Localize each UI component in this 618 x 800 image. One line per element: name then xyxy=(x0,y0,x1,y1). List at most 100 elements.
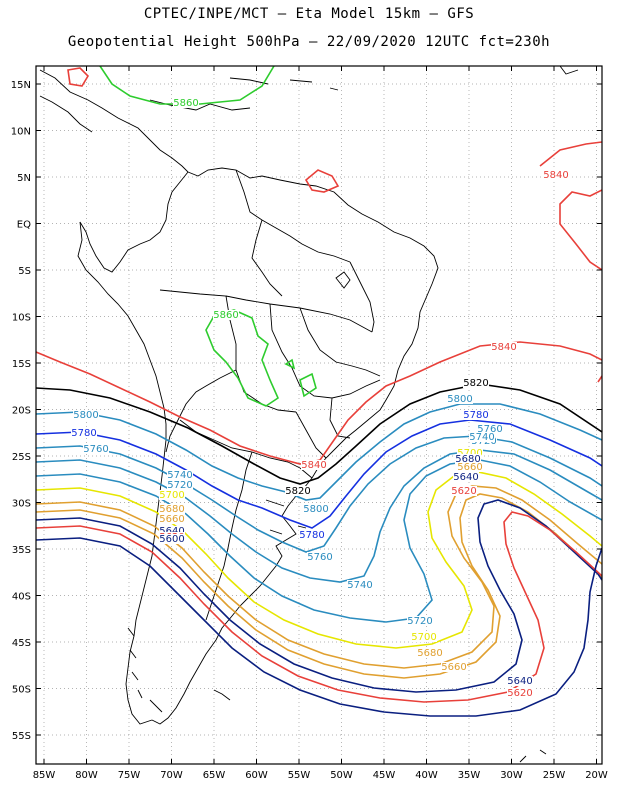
lat-label: 40S xyxy=(12,592,31,603)
contour-label-bg xyxy=(455,454,481,464)
lon-label: 20W xyxy=(585,770,608,781)
contour-label-bg xyxy=(447,394,473,404)
contour-label: 5740 xyxy=(469,432,494,443)
contour-label: 5780 xyxy=(71,428,96,439)
contour-5620 xyxy=(36,511,602,703)
contour-label-bg xyxy=(167,470,193,480)
lon-label: 60W xyxy=(245,770,268,781)
contour-label: 5620 xyxy=(507,688,532,699)
contour-label: 5680 xyxy=(159,504,184,515)
longitude-labels: 85W 80W 75W 70W 65W 60W 55W 50W 45W 40W 35W 30W 25W 2… xyxy=(33,770,608,781)
map-title-line1: CPTEC/INPE/MCT – Eta Model 15km – GFS xyxy=(143,6,475,22)
lon-label: 65W xyxy=(203,770,226,781)
contour-label: 5780 xyxy=(463,410,488,421)
contour-label: 5700 xyxy=(457,448,482,459)
contour-label: 5800 xyxy=(303,504,328,515)
contour-label-bg xyxy=(491,342,517,352)
lat-label: 35S xyxy=(12,545,31,556)
latitude-labels: 15N 10N 5N EQ 5S 10S 15S 20S 25S 30S 35S 40S 45S 50S 5… xyxy=(11,80,31,742)
contour-label: 5660 xyxy=(441,662,466,673)
contour-label-bg xyxy=(299,530,325,540)
contour-label: 5680 xyxy=(455,454,480,465)
contour-label: 5860 xyxy=(213,310,238,321)
contour-label: 5600 xyxy=(159,534,184,545)
contour-5600 xyxy=(36,537,602,717)
contour-labels: 5860584058605840582058005780576057405720… xyxy=(71,98,569,699)
coastlines-borders xyxy=(39,66,579,763)
contour-label-bg xyxy=(307,552,333,562)
contour-label: 5660 xyxy=(159,514,184,525)
lat-label: EQ xyxy=(17,220,31,231)
contour-label: 5820 xyxy=(285,486,310,497)
lat-label: 5S xyxy=(18,266,31,277)
contour-label: 5860 xyxy=(173,98,198,109)
contour-label: 5820 xyxy=(463,378,488,389)
contour-label-bg xyxy=(73,410,99,420)
contour-label-bg xyxy=(477,424,503,434)
contour-label-bg xyxy=(159,514,185,524)
contour-label: 5840 xyxy=(301,460,326,471)
lat-label: 50S xyxy=(12,685,31,696)
contour-label-bg xyxy=(301,460,327,470)
map-title-line2: Geopotential Height 500hPa – 22/09/2020 … xyxy=(67,34,551,50)
lon-label: 80W xyxy=(75,770,98,781)
contour-label: 5640 xyxy=(159,526,184,537)
contour-label-bg xyxy=(213,310,239,320)
contour-5860-central xyxy=(205,309,280,407)
lat-label: 15N xyxy=(11,80,31,91)
contour-label: 5720 xyxy=(407,616,432,627)
contour-label: 5760 xyxy=(83,444,108,455)
lat-label: 55S xyxy=(12,731,31,742)
lon-label: 55W xyxy=(288,770,311,781)
lon-label: 40W xyxy=(415,770,438,781)
contour-label-bg xyxy=(507,676,533,686)
contour-label: 5620 xyxy=(451,486,476,497)
contour-label-bg xyxy=(71,428,97,438)
contour-label: 5800 xyxy=(447,394,472,405)
lat-label: 15S xyxy=(12,359,31,370)
lat-label: 45S xyxy=(12,638,31,649)
contour-label-bg xyxy=(507,688,533,698)
contour-label-bg xyxy=(441,662,467,672)
contour-label-bg xyxy=(417,648,443,658)
contour-label-bg xyxy=(159,490,185,500)
contour-label-bg xyxy=(451,486,477,496)
contour-label-bg xyxy=(453,472,479,482)
contour-label-bg xyxy=(463,378,489,388)
contour-5640 xyxy=(36,499,602,693)
contour-label-bg xyxy=(469,432,495,442)
contour-label-bg xyxy=(83,444,109,454)
lon-label: 30W xyxy=(500,770,523,781)
contour-label: 5760 xyxy=(307,552,332,563)
lon-label: 35W xyxy=(458,770,481,781)
contour-label: 5700 xyxy=(159,490,184,501)
contour-label: 5800 xyxy=(73,410,98,421)
lat-label: 25S xyxy=(12,452,31,463)
lon-label: 25W xyxy=(543,770,566,781)
lat-label: 20S xyxy=(12,406,31,417)
contour-label: 5840 xyxy=(543,170,568,181)
lat-label: 5N xyxy=(17,173,31,184)
contour-label: 5640 xyxy=(507,676,532,687)
contour-label: 5840 xyxy=(491,342,516,353)
contour-5700 xyxy=(36,471,602,649)
contour-label-bg xyxy=(159,534,185,544)
contour-label-bg xyxy=(543,170,569,180)
contour-label: 5720 xyxy=(167,480,192,491)
contour-label: 5740 xyxy=(347,580,372,591)
lat-label: 30S xyxy=(12,499,31,510)
contour-label-bg xyxy=(159,504,185,514)
contour-label-bg xyxy=(457,462,483,472)
contour-5680 xyxy=(36,485,602,669)
contour-label: 5680 xyxy=(417,648,442,659)
contour-label: 5760 xyxy=(477,424,502,435)
contour-label: 5700 xyxy=(411,632,436,643)
lon-label: 45W xyxy=(373,770,396,781)
height-contours xyxy=(36,66,602,717)
contour-5660 xyxy=(36,493,602,679)
contour-label-bg xyxy=(407,616,433,626)
contour-label-bg xyxy=(457,448,483,458)
lat-label: 10N xyxy=(11,127,31,138)
lat-label: 10S xyxy=(12,313,31,324)
contour-label-bg xyxy=(285,486,311,496)
